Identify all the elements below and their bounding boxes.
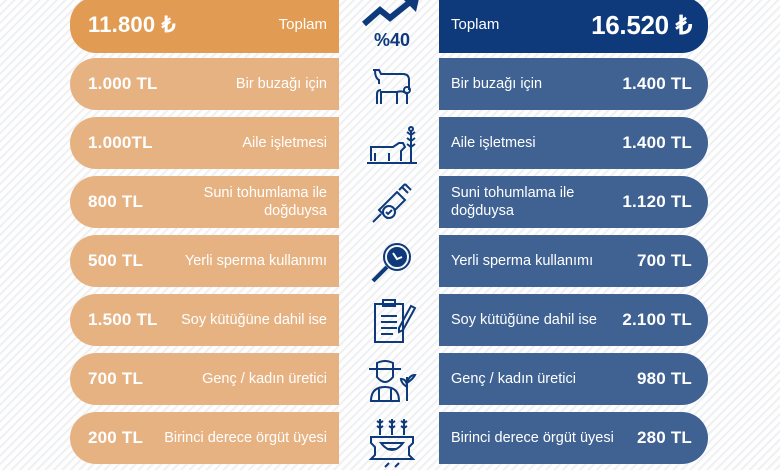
left-row-domestic-sperm: 500 TL Yerli sperma kullanımı: [70, 235, 339, 287]
left-label: Soy kütüğüne dahil ise: [181, 312, 327, 328]
left-row-family-farm: 1.000TL Aile işletmesi: [70, 117, 339, 169]
left-amount: 800 TL: [88, 192, 144, 211]
right-label: Aile işletmesi: [451, 135, 536, 151]
right-total-bar: Toplam 16.520 ₺: [439, 0, 708, 53]
left-amount: 1.000TL: [88, 133, 153, 152]
cow-and-calf-icon: [360, 60, 424, 110]
left-row-organization-member: 200 TL Birinci derece örgüt üyesi: [70, 412, 339, 464]
left-total-bar: 11.800 ₺ Toplam: [70, 0, 339, 53]
right-row-young-women-producer: Genç / kadın üretici 980 TL: [439, 353, 708, 405]
right-row-family-farm: Aile işletmesi 1.400 TL: [439, 117, 708, 169]
right-total-amount: 16.520 ₺: [591, 9, 692, 40]
cow-wheat-icon: [360, 119, 424, 169]
right-label: Suni tohumlama ile doğduysa: [451, 185, 575, 219]
left-label: Yerli sperma kullanımı: [184, 253, 327, 269]
left-amount: 700 TL: [88, 369, 144, 388]
magnifier-sperm-icon: [360, 237, 424, 287]
right-amount: 2.100 TL: [622, 310, 692, 329]
syringe-icon: [360, 178, 424, 228]
right-row-calf: Bir buzağı için 1.400 TL: [439, 58, 708, 110]
right-amount: 1.400 TL: [622, 74, 692, 93]
right-amount: 1.400 TL: [622, 133, 692, 152]
left-amount: 500 TL: [88, 251, 144, 270]
right-amount: 280 TL: [636, 428, 692, 447]
left-row-pedigree: 1.500 TL Soy kütüğüne dahil ise: [70, 294, 339, 346]
left-label: Birinci derece örgüt üyesi: [164, 430, 327, 446]
right-total-label: Toplam: [451, 16, 500, 33]
right-label: Soy kütüğüne dahil ise: [451, 312, 597, 328]
left-amount: 200 TL: [88, 428, 144, 447]
right-label: Bir buzağı için: [451, 76, 543, 92]
left-label: Suni tohumlama ile doğduysa: [203, 185, 327, 219]
increase-percent: %40: [373, 30, 411, 50]
cooperative-emblem-icon: [360, 414, 424, 470]
right-amount: 700 TL: [636, 251, 692, 270]
left-label: Aile işletmesi: [242, 135, 327, 151]
right-row-organization-member: Birinci derece örgüt üyesi 280 TL: [439, 412, 708, 464]
right-label: Yerli sperma kullanımı: [451, 253, 594, 269]
right-label: Birinci derece örgüt üyesi: [451, 430, 614, 446]
left-amount: 1.500 TL: [88, 310, 158, 329]
right-row-domestic-sperm: Yerli sperma kullanımı 700 TL: [439, 235, 708, 287]
trend-up-arrow-icon: [360, 0, 424, 30]
left-amount: 1.000 TL: [88, 74, 158, 93]
farmer-plant-icon: [360, 355, 424, 405]
left-row-young-women-producer: 700 TL Genç / kadın üretici: [70, 353, 339, 405]
left-total-amount: 11.800 ₺: [88, 12, 176, 37]
right-label: Genç / kadın üretici: [451, 371, 576, 387]
right-amount: 1.120 TL: [622, 192, 692, 211]
left-row-artificial-insemination: 800 TL Suni tohumlama ile doğduysa: [70, 176, 339, 228]
right-row-pedigree: Soy kütüğüne dahil ise 2.100 TL: [439, 294, 708, 346]
left-total-label: Toplam: [278, 16, 327, 33]
clipboard-pencil-icon: [360, 296, 424, 346]
left-row-calf: 1.000 TL Bir buzağı için: [70, 58, 339, 110]
left-label: Bir buzağı için: [235, 76, 327, 92]
left-label: Genç / kadın üretici: [202, 371, 327, 387]
right-amount: 980 TL: [636, 369, 692, 388]
right-row-artificial-insemination: Suni tohumlama ile doğduysa 1.120 TL: [439, 176, 708, 228]
